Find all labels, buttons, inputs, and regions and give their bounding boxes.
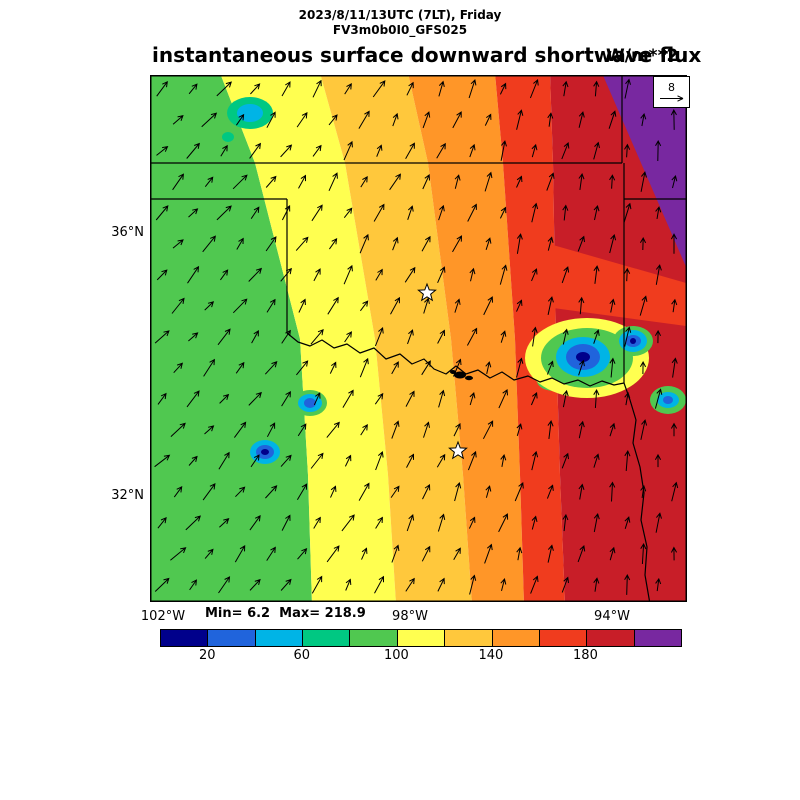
colorbar-cell <box>255 630 304 646</box>
colorbar-tick-label: 20 <box>198 648 216 663</box>
forecast-datetime: 2023/8/11/13UTC (7LT), Friday <box>298 8 502 22</box>
lat-tick-label: 36°N <box>111 225 144 240</box>
colorbar-cell <box>303 630 351 646</box>
colorbar-cell <box>492 630 540 646</box>
lat-tick-label: 32°N <box>111 488 144 503</box>
colorbar-cell <box>397 630 446 646</box>
ref-vector-value: 8 <box>668 80 675 94</box>
colorbar-cell <box>587 630 635 646</box>
state-borders <box>150 73 693 605</box>
units-label: W/m**2 <box>606 46 679 66</box>
lake-fill <box>450 370 473 381</box>
colorbar-cell <box>634 630 681 646</box>
lon-tick-label: 102°W <box>140 609 186 624</box>
colorbar <box>160 629 682 647</box>
model-name: FV3m0b0I0_GFS025 <box>332 23 468 37</box>
ref-vector-arrow-icon <box>659 94 683 102</box>
colorbar-tick-label: 140 <box>478 648 504 663</box>
colorbar-cell <box>161 630 209 646</box>
city-star-markers <box>417 282 468 460</box>
min-max-label: Min= 6.2 Max= 218.9 <box>205 606 366 621</box>
colorbar-cell <box>445 630 493 646</box>
colorbar-cell <box>350 630 398 646</box>
colorbar-tick-label: 60 <box>293 648 311 663</box>
lon-tick-label: 94°W <box>594 609 630 624</box>
map-frame <box>150 75 687 602</box>
flux-map <box>144 73 693 605</box>
chart-title: instantaneous surface downward shortwave… <box>152 43 702 67</box>
colorbar-tick-label: 180 <box>573 648 598 663</box>
lon-tick-label: 98°W <box>392 609 428 624</box>
colorbar-ticks: 20 60 100 140 180 <box>160 648 680 666</box>
colorbar-cell <box>208 630 256 646</box>
ref-vector-box: 8 <box>653 76 690 108</box>
colorbar-cell <box>539 630 588 646</box>
colorbar-tick-label: 100 <box>383 648 409 663</box>
map-plot-area <box>144 73 693 605</box>
flux-field <box>144 73 693 604</box>
wind-arrows <box>154 78 679 595</box>
